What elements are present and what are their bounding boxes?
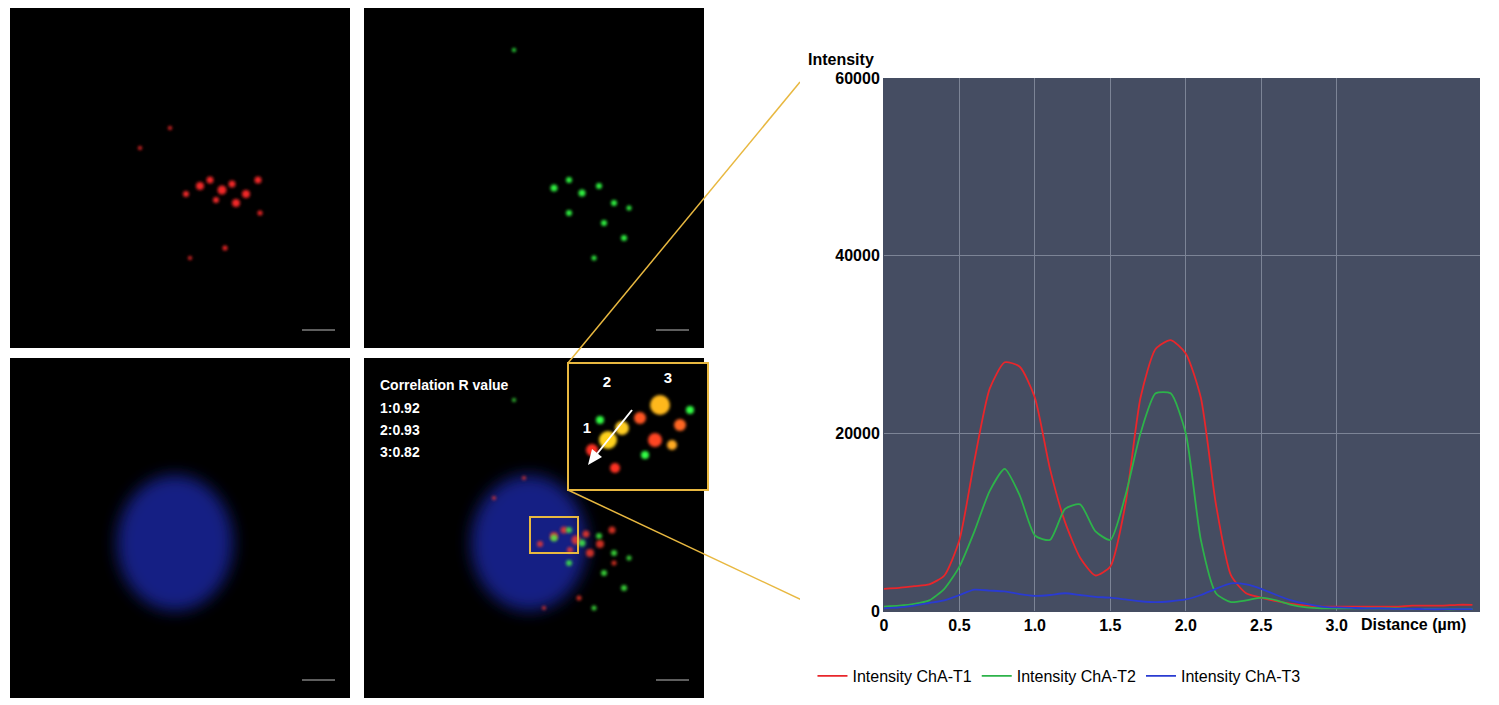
svg-text:0.5: 0.5 <box>948 617 970 634</box>
svg-text:2: 2 <box>603 373 611 390</box>
svg-text:40000: 40000 <box>835 247 880 264</box>
svg-text:1: 1 <box>583 419 591 436</box>
svg-text:2:0.93: 2:0.93 <box>380 422 420 438</box>
svg-text:3.0: 3.0 <box>1326 617 1348 634</box>
svg-text:2.5: 2.5 <box>1250 617 1272 634</box>
svg-text:2.0: 2.0 <box>1175 617 1197 634</box>
svg-text:1:0.92: 1:0.92 <box>380 400 420 416</box>
svg-text:1.0: 1.0 <box>1024 617 1046 634</box>
svg-text:3: 3 <box>664 369 672 386</box>
svg-text:1.5: 1.5 <box>1099 617 1121 634</box>
svg-text:Intensity ChA-T2: Intensity ChA-T2 <box>1017 668 1136 685</box>
svg-text:3:0.82: 3:0.82 <box>380 444 420 460</box>
svg-text:Intensity: Intensity <box>808 51 874 68</box>
svg-text:Intensity ChA-T3: Intensity ChA-T3 <box>1181 668 1300 685</box>
svg-text:0: 0 <box>880 617 889 634</box>
svg-text:Distance (µm): Distance (µm) <box>1361 616 1466 633</box>
svg-text:20000: 20000 <box>835 425 880 442</box>
svg-text:Correlation R value: Correlation R value <box>380 377 509 393</box>
svg-text:Intensity ChA-T1: Intensity ChA-T1 <box>852 668 971 685</box>
svg-text:0: 0 <box>871 603 880 620</box>
svg-text:60000: 60000 <box>835 70 880 87</box>
